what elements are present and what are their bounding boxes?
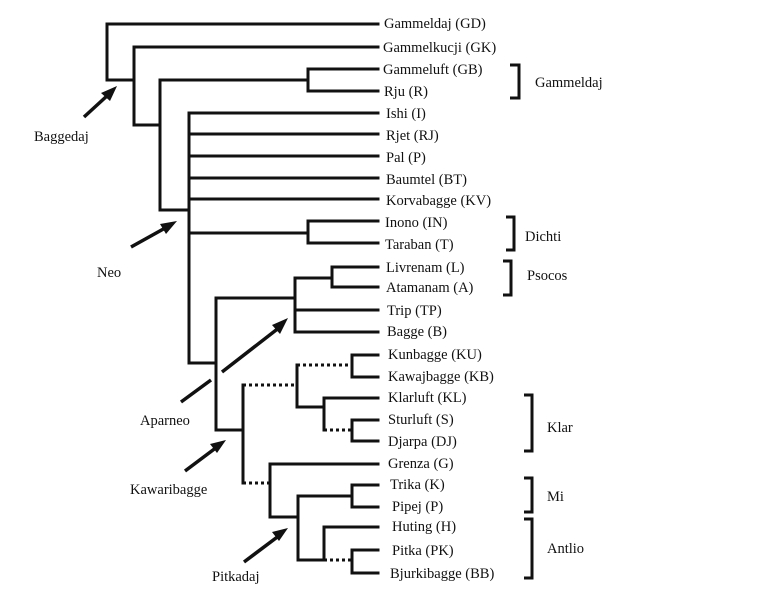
clade-brackets [503, 63, 534, 580]
taxon-label: Korvabagge (KV) [386, 193, 491, 209]
taxon-label: Trip (TP) [387, 303, 442, 319]
taxon-label: Baumtel (BT) [386, 172, 467, 188]
bracket-psocos [503, 259, 513, 297]
node-labels: Baggedaj Neo Aparneo Kawaribagge Pitkada… [34, 129, 260, 585]
taxon-label: Klarluft (KL) [388, 390, 467, 406]
group-label-psocos: Psocos [527, 268, 568, 284]
taxon-label: Kawajbagge (KB) [388, 369, 494, 385]
group-label-dichti: Dichti [525, 229, 561, 245]
taxon-label: Bjurkibagge (BB) [390, 566, 494, 582]
taxon-labels: Gammeldaj (GD) Gammelkucji (GK) Gammeluf… [383, 16, 496, 582]
taxon-label: Gammeluft (GB) [383, 62, 483, 78]
tree-branches [105, 22, 380, 575]
taxon-label: Trika (K) [390, 477, 445, 493]
taxon-label: Livrenam (L) [386, 260, 465, 276]
arrow-icon [179, 318, 288, 404]
group-labels: Gammeldaj Dichti Psocos Klar Mi Antlio [525, 75, 603, 557]
node-label-kawaribagge: Kawaribagge [130, 482, 207, 498]
taxon-label: Taraban (T) [385, 237, 454, 253]
bracket-mi [524, 476, 534, 514]
node-label-aparneo: Aparneo [140, 413, 190, 429]
group-label-antlio: Antlio [547, 541, 584, 557]
bracket-dichti [506, 215, 516, 252]
taxon-label: Pal (P) [386, 150, 426, 166]
group-label-mi: Mi [547, 489, 564, 505]
bracket-antlio [524, 517, 534, 580]
taxon-label: Pitka (PK) [392, 543, 454, 559]
taxon-label: Kunbagge (KU) [388, 347, 482, 363]
group-label-klar: Klar [547, 420, 573, 436]
node-arrows [82, 86, 288, 564]
taxon-label: Inono (IN) [385, 215, 448, 231]
taxon-label: Pipej (P) [392, 499, 443, 515]
taxon-label: Gammelkucji (GK) [383, 40, 496, 56]
arrow-icon [130, 221, 177, 249]
node-label-baggedaj: Baggedaj [34, 129, 89, 145]
node-label-pitkadaj: Pitkadaj [212, 569, 260, 585]
taxon-label: Djarpa (DJ) [388, 434, 457, 450]
arrow-icon [242, 528, 288, 564]
node-label-neo: Neo [97, 265, 121, 281]
taxon-label: Grenza (G) [388, 456, 454, 472]
taxon-label: Gammeldaj (GD) [384, 16, 486, 32]
arrow-icon [183, 440, 226, 473]
taxon-label: Ishi (I) [386, 106, 426, 122]
bracket-klar [524, 393, 534, 453]
taxon-label: Atamanam (A) [386, 280, 474, 296]
taxon-label: Rjet (RJ) [386, 128, 439, 144]
arrow-icon [82, 86, 117, 119]
taxon-label: Rju (R) [384, 84, 428, 100]
taxon-label: Sturluft (S) [388, 412, 454, 428]
group-label-gammeldaj: Gammeldaj [535, 75, 603, 91]
taxon-label: Huting (H) [392, 519, 456, 535]
taxon-label: Bagge (B) [387, 324, 447, 340]
bracket-gammeldaj [510, 63, 521, 100]
